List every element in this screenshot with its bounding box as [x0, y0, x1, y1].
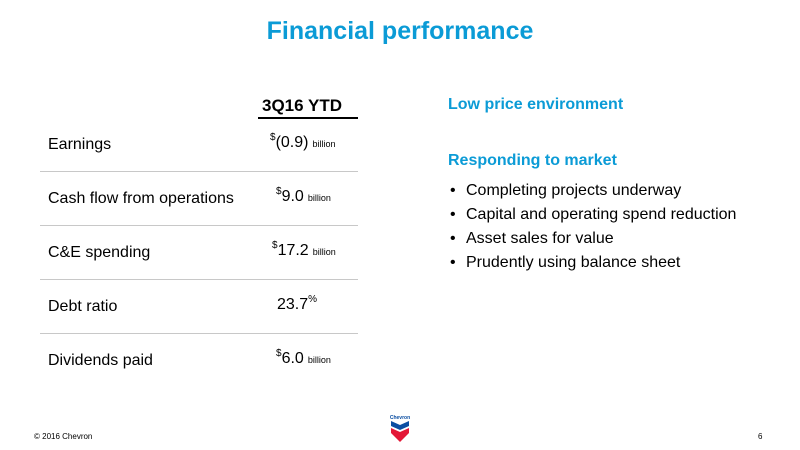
bullet-list: Completing projects underway Capital and…: [450, 181, 736, 277]
metric-unit: billion: [312, 139, 336, 149]
metric-unit: billion: [312, 247, 336, 257]
metrics-table: Earnings $(0.9) billion Cash flow from op…: [40, 118, 358, 387]
logo-chevron-red: [391, 428, 409, 442]
logo-wordmark: Chevron: [390, 415, 410, 421]
currency-prefix: $: [272, 240, 278, 251]
metric-unit: billion: [307, 355, 331, 365]
metric-row-cash-flow: Cash flow from operations $9.0 billion: [40, 172, 358, 226]
metric-row-earnings: Earnings $(0.9) billion: [40, 118, 358, 172]
column-header-underline: [258, 117, 358, 119]
metric-label: Debt ratio: [48, 298, 118, 315]
chevron-logo: Chevron: [390, 415, 410, 442]
currency-prefix: $: [276, 186, 282, 197]
currency-prefix: $: [270, 132, 276, 143]
slide-title: Financial performance: [266, 17, 534, 45]
copyright-text: © 2016 Chevron: [34, 432, 93, 441]
metric-row-ce-spending: C&E spending $17.2 billion: [40, 226, 358, 280]
logo-chevron-blue: [391, 421, 409, 430]
percent-suffix: %: [308, 294, 318, 305]
metric-number: 6.0: [281, 350, 304, 367]
metric-number: (0.9): [275, 134, 309, 151]
metric-unit: billion: [307, 193, 331, 203]
metric-value: $17.2 billion: [272, 240, 336, 260]
metric-label: Cash flow from operations: [48, 190, 234, 207]
metric-row-dividends: Dividends paid $6.0 billion: [40, 334, 358, 387]
column-header: 3Q16 YTD: [262, 96, 343, 115]
heading-responding: Responding to market: [448, 152, 617, 169]
metric-number: 23.7: [277, 296, 309, 313]
metric-value: 23.7%: [277, 294, 318, 314]
metric-label: C&E spending: [48, 244, 151, 261]
page-number: 6: [758, 432, 763, 441]
heading-low-price: Low price environment: [448, 96, 624, 113]
metric-number: 17.2: [277, 242, 309, 259]
metric-label: Earnings: [48, 136, 112, 153]
bullet-item: Capital and operating spend reduction: [450, 205, 736, 229]
metric-value: $9.0 billion: [276, 186, 331, 206]
bullet-item: Completing projects underway: [450, 181, 736, 205]
logo-divider: [390, 426, 410, 432]
currency-prefix: $: [276, 348, 282, 359]
metric-row-debt-ratio: Debt ratio 23.7%: [40, 280, 358, 334]
metric-value: $(0.9) billion: [270, 132, 336, 152]
metric-value: $6.0 billion: [276, 348, 331, 368]
bullet-item: Prudently using balance sheet: [450, 253, 736, 277]
bullet-item: Asset sales for value: [450, 229, 736, 253]
metric-number: 9.0: [281, 188, 304, 205]
metric-label: Dividends paid: [48, 352, 153, 369]
